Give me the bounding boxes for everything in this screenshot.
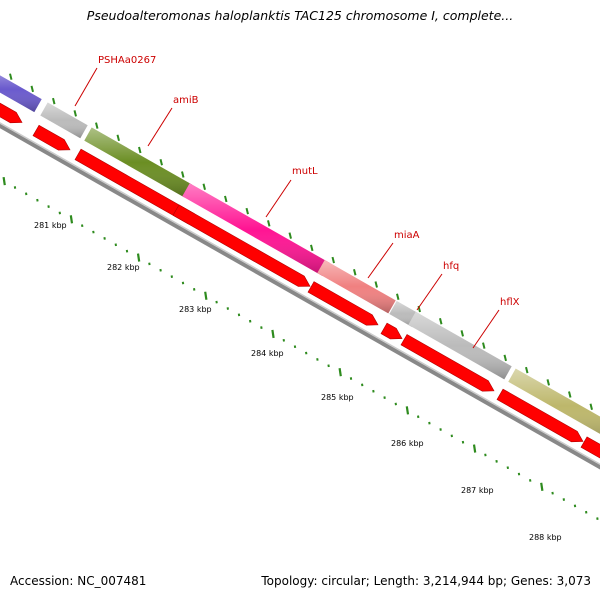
ruler-major-tick [338,368,342,377]
upper-tick [482,342,486,349]
upper-tick [224,195,228,203]
ruler-major-tick [540,482,544,491]
gene-label-leader [367,242,394,279]
backbone-line [0,123,600,470]
upper-tick [181,171,185,178]
upper-tick [288,232,292,239]
cds-arrow [0,102,23,124]
gene-label-hflX: hflX [500,297,520,308]
ruler-major-tick [472,444,477,453]
kbp-label: 286 kbp [391,439,424,448]
upper-tick [396,293,400,300]
topology-summary: Topology: circular; Length: 3,214,944 bp… [261,574,591,588]
gene-label-miaA: miaA [394,230,420,241]
gene-shading [408,311,512,380]
upper-tick [568,391,572,398]
upper-tick [310,244,314,252]
ruler-major-tick [2,176,6,186]
upper-tick [525,366,529,374]
gene-shading [84,127,192,198]
gene-shading [40,102,88,139]
cds-arrow [400,334,495,392]
kbp-label: 288 kbp [529,533,562,542]
gene-labels: PSHAa0267 amiB mutL miaA hfq hflX [74,55,520,349]
backbone-highlight [0,122,600,466]
upper-tick [331,256,335,264]
cds-arrow [307,281,379,326]
cds-arrow [380,322,403,340]
gene-label-PSHAa0267: PSHAa0267 [98,55,156,66]
upper-tick [9,73,13,80]
ruler-major-tick [271,329,275,339]
upper-tick [73,110,77,117]
upper-tick [267,220,271,227]
ruler-labels: 281 kbp 282 kbp 283 kbp 284 kbp 285 kbp 286 k… [34,221,562,542]
gene-label-amiB: amiB [173,95,199,106]
gene-shading [508,368,600,434]
gene-shading [317,260,396,314]
upper-tick [202,183,206,190]
upper-tick [95,122,99,129]
gene-track [0,75,600,434]
upper-tick [138,146,142,154]
gene-label-mutL: mutL [292,166,318,177]
upper-tick [374,281,378,288]
ruler-major-tick [405,406,410,415]
upper-tick [460,330,464,337]
upper-tick [30,85,34,93]
cds-track [0,102,600,459]
kbp-label: 281 kbp [34,221,67,230]
cds-arrow [496,388,584,443]
accession-text: Accession: NC_007481 [10,574,147,588]
ruler-major-tick [69,215,74,224]
gene-label-leader [265,179,292,218]
upper-tick [116,134,120,142]
gene-label-leader [74,67,98,107]
kbp-label: 282 kbp [107,263,140,272]
kbp-label: 285 kbp [321,393,354,402]
upper-tick [353,269,357,276]
kbp-label: 284 kbp [251,349,284,358]
gene-shading [0,75,42,113]
gene-label-leader [147,107,173,147]
gene-label-leader [416,273,443,311]
upper-tick [589,403,593,411]
upper-tick [245,207,249,215]
upper-tick [439,317,443,325]
cds-arrow [172,204,311,287]
ruler-major-tick [204,291,208,300]
gene-shading [182,183,330,276]
upper-tick [503,354,507,362]
kbp-label: 287 kbp [461,486,494,495]
upper-tick [52,97,56,105]
ruler-major-tick [136,253,141,262]
cds-arrow [32,124,71,151]
ruler-ticks [2,73,599,521]
upper-tick [546,379,550,386]
cds-arrow [580,436,600,459]
upper-tick [159,159,163,166]
kbp-label: 283 kbp [179,305,212,314]
gene-label-leader [472,309,500,349]
gene-label-hfq: hfq [443,261,459,272]
map-title: Pseudoalteromonas haloplanktis TAC125 ch… [86,8,514,23]
chromosome-backbone [0,122,600,470]
